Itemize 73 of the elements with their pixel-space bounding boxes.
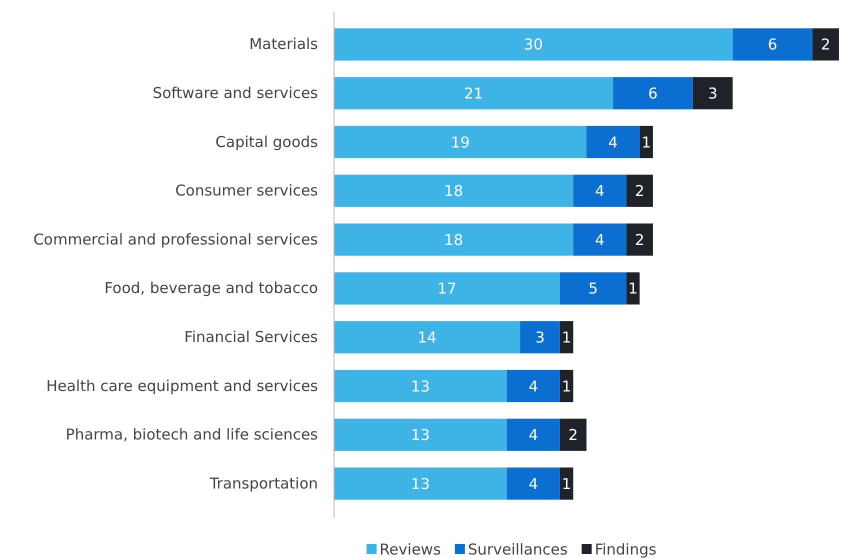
bar <box>560 467 574 500</box>
bar <box>640 126 653 158</box>
data-label: 4 <box>528 474 538 493</box>
bar <box>334 174 574 207</box>
data-label: 3 <box>535 328 545 346</box>
data-label: 2 <box>820 36 830 54</box>
data-label: 21 <box>464 84 484 102</box>
data-label: 6 <box>648 84 658 102</box>
y-tick-label: Commercial and professional services <box>33 230 318 248</box>
bar <box>732 28 812 61</box>
bar <box>506 467 560 500</box>
bar <box>573 174 626 207</box>
bar <box>626 272 640 305</box>
bar <box>812 28 839 61</box>
bar <box>334 77 614 110</box>
data-label: 1 <box>562 474 572 493</box>
y-tick-label: Food, beverage and tobacco <box>104 279 318 298</box>
bar <box>334 467 507 500</box>
legend-label: Surveillances <box>468 540 568 558</box>
bar <box>334 321 520 354</box>
data-label: 13 <box>410 377 430 396</box>
bar <box>626 223 653 256</box>
data-label: 4 <box>608 133 618 152</box>
bar <box>692 77 733 110</box>
legend-label: Reviews <box>380 540 442 558</box>
data-label: 1 <box>562 328 572 346</box>
data-label: 2 <box>634 230 644 249</box>
bar <box>334 223 574 256</box>
y-tick-label: Software and services <box>152 84 318 102</box>
bar <box>573 223 626 256</box>
bar <box>586 126 640 158</box>
y-tick-label: Capital goods <box>215 132 318 151</box>
data-label: 6 <box>768 36 778 54</box>
data-label: 14 <box>417 328 437 346</box>
bar <box>626 174 653 207</box>
data-label: 18 <box>444 182 464 200</box>
y-tick-label: Consumer services <box>175 182 318 200</box>
data-label: 2 <box>634 182 644 200</box>
bar <box>334 418 507 451</box>
bar <box>560 418 586 451</box>
data-label: 4 <box>528 426 538 444</box>
data-label: 18 <box>444 230 464 249</box>
y-tick-label: Financial Services <box>184 328 318 346</box>
bar <box>560 321 574 354</box>
data-label: 17 <box>437 280 457 298</box>
data-label: 2 <box>568 426 578 444</box>
legend-label: Findings <box>594 540 657 558</box>
y-tick-label: Materials <box>249 35 318 54</box>
data-label: 13 <box>410 426 430 444</box>
bar <box>334 126 586 158</box>
bar <box>334 272 560 305</box>
data-label: 3 <box>708 84 718 102</box>
y-tick-label: Transportation <box>208 474 318 492</box>
data-label: 19 <box>450 133 470 152</box>
bar <box>560 272 626 305</box>
bar <box>334 370 507 402</box>
bar <box>334 28 733 61</box>
data-label: 1 <box>642 133 652 152</box>
y-tick-label: Health care equipment and services <box>46 376 318 395</box>
bar <box>613 77 693 110</box>
data-label: 1 <box>562 377 572 396</box>
data-label: 4 <box>528 377 538 396</box>
data-label: 5 <box>588 280 598 298</box>
data-label: 13 <box>410 474 430 493</box>
bar <box>506 418 560 451</box>
data-label: 4 <box>595 182 605 200</box>
bar <box>520 321 560 354</box>
data-label: 30 <box>524 36 543 54</box>
data-label: 1 <box>628 280 638 298</box>
y-tick-label: Pharma, biotech and life sciences <box>66 426 318 444</box>
data-label: 4 <box>595 230 605 249</box>
bar <box>506 370 560 402</box>
bar <box>560 370 574 402</box>
